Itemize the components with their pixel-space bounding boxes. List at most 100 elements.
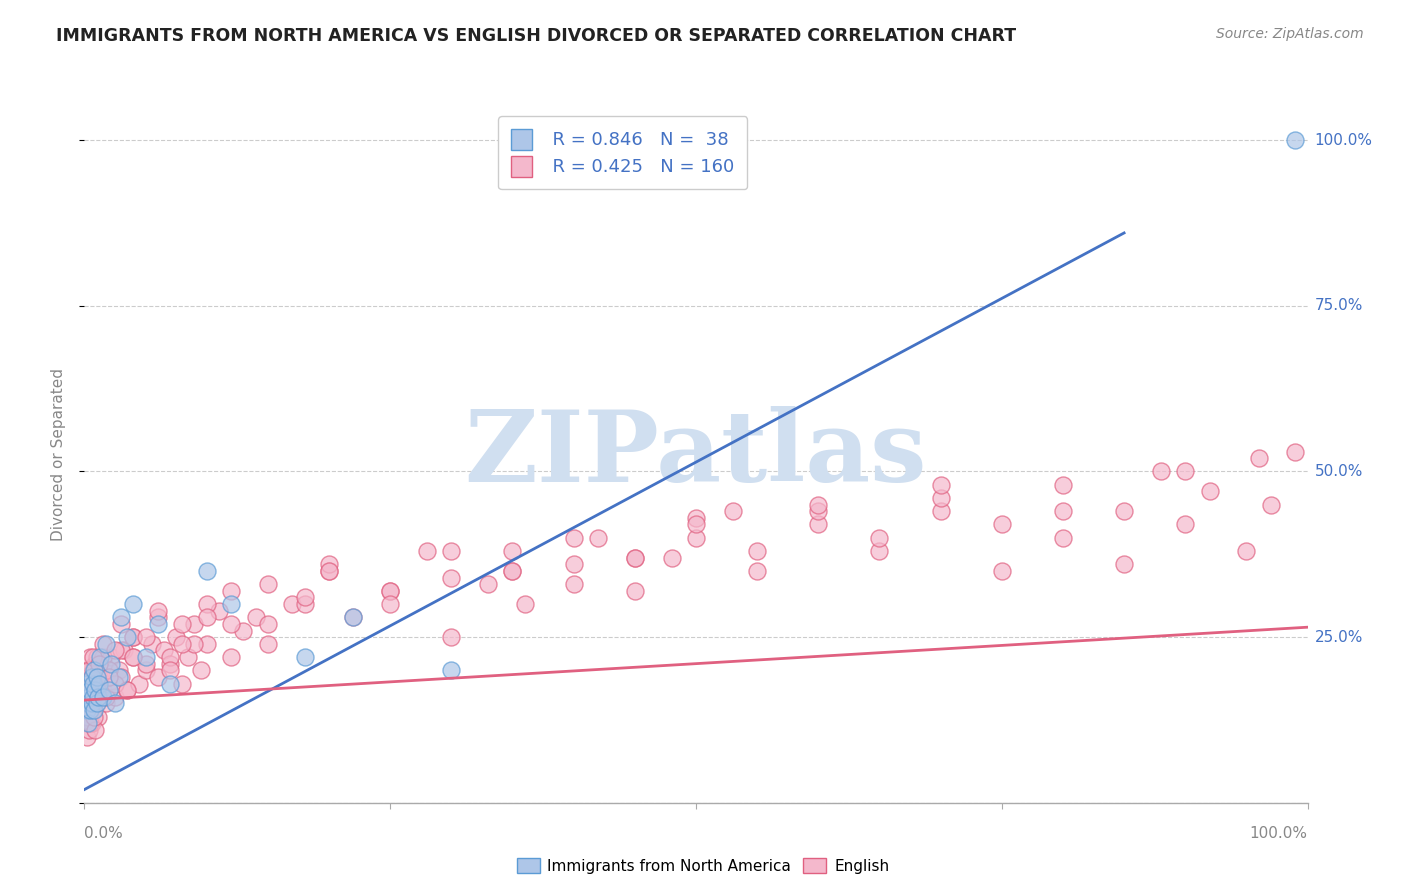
Point <box>110 616 132 631</box>
Point <box>318 564 340 578</box>
Point <box>77 697 100 711</box>
Point <box>172 616 194 631</box>
Point <box>146 610 169 624</box>
Point <box>257 616 280 631</box>
Point <box>107 663 129 677</box>
Point <box>87 657 110 671</box>
Point <box>122 650 145 665</box>
Point <box>77 683 100 698</box>
Point <box>747 564 769 578</box>
Point <box>342 610 364 624</box>
Point <box>807 504 830 518</box>
Point <box>104 697 127 711</box>
Point <box>586 531 609 545</box>
Point <box>77 663 100 677</box>
Point <box>1052 504 1074 518</box>
Point <box>82 676 104 690</box>
Point <box>153 643 176 657</box>
Point <box>1198 484 1220 499</box>
Point <box>990 564 1012 578</box>
Point <box>440 663 463 677</box>
Point <box>685 531 707 545</box>
Point <box>97 670 120 684</box>
Point <box>195 637 218 651</box>
Point <box>440 544 463 558</box>
Text: IMMIGRANTS FROM NORTH AMERICA VS ENGLISH DIVORCED OR SEPARATED CORRELATION CHART: IMMIGRANTS FROM NORTH AMERICA VS ENGLISH… <box>56 27 1017 45</box>
Point <box>80 697 103 711</box>
Point <box>318 558 340 572</box>
Point <box>513 597 536 611</box>
Text: 75.0%: 75.0% <box>1315 298 1362 313</box>
Point <box>82 690 104 704</box>
Point <box>219 597 242 611</box>
Point <box>79 650 101 665</box>
Point <box>115 630 138 644</box>
Point <box>183 637 205 651</box>
Point <box>1114 558 1136 572</box>
Point <box>91 683 114 698</box>
Point <box>87 676 110 690</box>
Point <box>294 597 316 611</box>
Point <box>76 730 98 744</box>
Point <box>281 597 304 611</box>
Point <box>159 657 181 671</box>
Point <box>76 676 98 690</box>
Point <box>86 650 108 665</box>
Point <box>83 676 105 690</box>
Point <box>97 683 120 698</box>
Point <box>89 650 111 665</box>
Point <box>128 676 150 690</box>
Point <box>685 511 707 525</box>
Text: 100.0%: 100.0% <box>1315 133 1372 148</box>
Point <box>110 670 132 684</box>
Point <box>75 690 97 704</box>
Point <box>83 703 105 717</box>
Point <box>195 610 218 624</box>
Point <box>122 630 145 644</box>
Point <box>318 564 340 578</box>
Point <box>77 697 100 711</box>
Point <box>86 670 108 684</box>
Point <box>195 597 218 611</box>
Point <box>76 703 98 717</box>
Point <box>75 690 97 704</box>
Point <box>208 604 231 618</box>
Point <box>122 650 145 665</box>
Point <box>91 637 114 651</box>
Point <box>87 709 110 723</box>
Point <box>84 657 107 671</box>
Point <box>104 676 127 690</box>
Point <box>86 676 108 690</box>
Text: Source: ZipAtlas.com: Source: ZipAtlas.com <box>1216 27 1364 41</box>
Point <box>110 643 132 657</box>
Point <box>79 716 101 731</box>
Point <box>76 676 98 690</box>
Point <box>624 550 647 565</box>
Point <box>232 624 254 638</box>
Point <box>75 716 97 731</box>
Point <box>219 650 242 665</box>
Point <box>86 683 108 698</box>
Point <box>1150 465 1173 479</box>
Point <box>165 630 187 644</box>
Point <box>80 716 103 731</box>
Point <box>91 690 114 704</box>
Point <box>685 517 707 532</box>
Point <box>77 670 100 684</box>
Point <box>104 690 127 704</box>
Point <box>159 650 181 665</box>
Point <box>79 690 101 704</box>
Point <box>96 637 118 651</box>
Point <box>1234 544 1257 558</box>
Point <box>79 703 101 717</box>
Point <box>115 683 138 698</box>
Point <box>380 583 402 598</box>
Point <box>477 577 499 591</box>
Point <box>869 531 891 545</box>
Point <box>77 723 100 737</box>
Point <box>83 670 105 684</box>
Point <box>89 690 111 704</box>
Point <box>177 650 200 665</box>
Point <box>112 643 135 657</box>
Point <box>172 637 194 651</box>
